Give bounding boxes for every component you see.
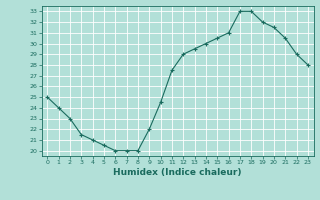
X-axis label: Humidex (Indice chaleur): Humidex (Indice chaleur)	[113, 168, 242, 177]
